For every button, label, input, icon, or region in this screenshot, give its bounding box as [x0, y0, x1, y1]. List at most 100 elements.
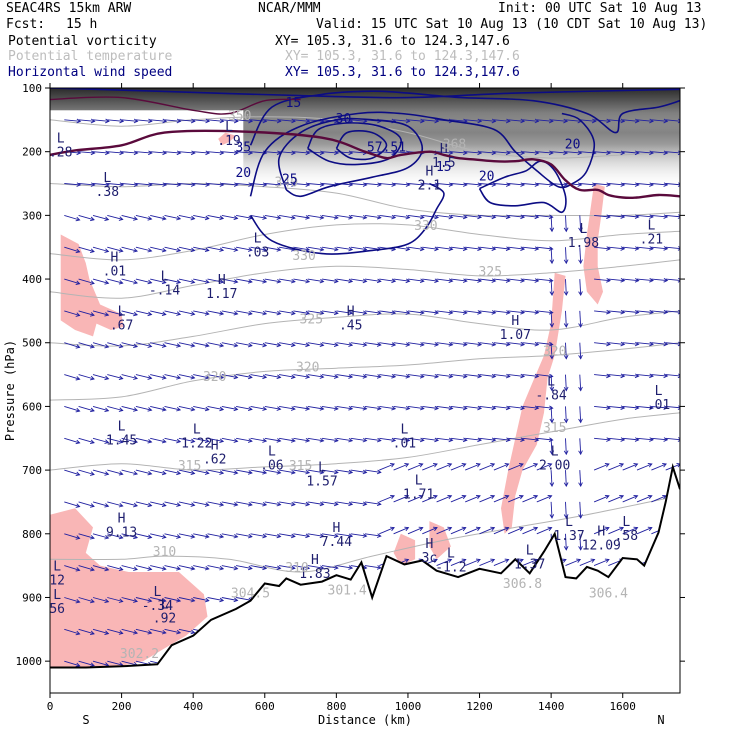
- wind-vector: [493, 278, 511, 283]
- wind-vector: [493, 437, 511, 443]
- wind-vector: [493, 558, 510, 567]
- wind-vector: [307, 278, 325, 284]
- wind-vector: [207, 182, 225, 187]
- wind-vector: [236, 214, 253, 221]
- y-tick-label: 300: [22, 209, 42, 222]
- wind-vector: [622, 309, 640, 315]
- wind-vector: [665, 309, 680, 315]
- wind-vector: [221, 150, 239, 156]
- wind-vector: [665, 405, 680, 410]
- wind-vector: [92, 246, 110, 253]
- wind-vector: [436, 214, 454, 220]
- wind-vector: [364, 405, 382, 411]
- wind-vector: [622, 494, 639, 503]
- wind-vector: [636, 278, 654, 283]
- wind-vector: [221, 278, 239, 284]
- wind-vector: [207, 342, 225, 348]
- wind-vector: [92, 565, 110, 572]
- wind-vector: [279, 118, 296, 124]
- wind-vector: [379, 310, 397, 315]
- wind-vector: [193, 374, 210, 380]
- wind-vector: [364, 374, 382, 379]
- wind-vector: [465, 558, 481, 567]
- wind-vector: [493, 405, 511, 411]
- wind-vector: [107, 565, 124, 572]
- legend-theta-xy: XY= 105.3, 31.6 to 124.3,147.6: [285, 49, 520, 64]
- wind-vector: [407, 463, 424, 471]
- wind-vector: [393, 182, 411, 187]
- north-endpoint-label: N: [657, 713, 664, 727]
- wind-vector: [622, 118, 640, 124]
- theta-contour-label: 330: [414, 219, 437, 234]
- wind-vector: [522, 278, 540, 283]
- wind-vector: [207, 405, 225, 412]
- wind-vector: [493, 310, 511, 315]
- wind-vector: [78, 310, 95, 317]
- wind-vector: [594, 246, 611, 251]
- pv-extremum-marker: H: [118, 512, 126, 527]
- wind-vector: [608, 278, 626, 283]
- x-tick-label: 1000: [395, 700, 422, 713]
- pv-extremum-marker: H: [332, 521, 340, 536]
- wind-vector: [594, 405, 611, 411]
- wind-vector: [536, 463, 553, 471]
- wind-vector: [407, 494, 424, 503]
- wind-speed-label: 30: [336, 112, 352, 127]
- wind-vector: [364, 469, 382, 475]
- wind-vector: [293, 310, 311, 316]
- wind-vector: [321, 405, 339, 411]
- wind-vector: [336, 565, 354, 570]
- wind-vector: [279, 469, 296, 475]
- pv-extremum-marker: L: [103, 171, 111, 186]
- wind-vector: [321, 469, 339, 475]
- wind-vector: [636, 463, 653, 471]
- pv-extremum-marker: L: [153, 585, 161, 600]
- wind-vector: [450, 310, 468, 315]
- wind-vector: [636, 309, 654, 315]
- wind-vector: [164, 374, 182, 380]
- wind-vector: [236, 118, 254, 124]
- wind-vector: [236, 182, 254, 187]
- x-tick-label: 600: [255, 700, 275, 713]
- wind-vector: [436, 310, 454, 315]
- wind-speed-label: 20: [235, 166, 251, 181]
- wind-vector: [293, 533, 311, 539]
- wind-vector: [522, 150, 540, 156]
- wind-vector: [321, 278, 339, 284]
- pv-extremum-marker: L: [268, 445, 276, 460]
- wind-vector: [622, 246, 640, 251]
- wind-vector: [336, 533, 354, 539]
- wind-vector: [293, 437, 311, 443]
- wind-vector: [549, 342, 555, 360]
- wind-vector: [594, 341, 611, 347]
- wind-vector: [436, 150, 454, 156]
- wind-vector: [608, 373, 626, 379]
- wind-vector: [321, 214, 339, 220]
- wind-vector: [107, 501, 124, 508]
- wind-speed-label: 25: [282, 173, 298, 188]
- wind-vector: [407, 214, 425, 220]
- wind-vector: [651, 437, 669, 442]
- pv-extremum-value: 1.22: [181, 436, 212, 451]
- pv-extremum-marker: H: [425, 537, 433, 552]
- wind-vector: [636, 494, 653, 503]
- wind-vector: [78, 533, 95, 540]
- wind-vector: [563, 247, 569, 265]
- wind-speed-label: 45: [114, 77, 130, 92]
- wind-vector: [508, 214, 526, 220]
- wind-vector: [350, 246, 368, 252]
- wind-vector: [422, 373, 440, 379]
- theta-contour: [50, 342, 680, 401]
- wind-vector: [307, 310, 325, 316]
- wind-vector: [578, 310, 583, 328]
- wind-vector: [622, 150, 640, 156]
- wind-vector: [321, 437, 339, 443]
- wind-vector: [193, 278, 210, 284]
- wind-vector: [479, 437, 497, 443]
- wind-vector: [450, 278, 468, 283]
- wind-vector: [364, 182, 382, 187]
- theta-contour-label: 310: [153, 545, 176, 560]
- wind-vector: [193, 597, 210, 603]
- wind-vector: [436, 246, 454, 252]
- theta-contour-label: 315: [543, 421, 566, 436]
